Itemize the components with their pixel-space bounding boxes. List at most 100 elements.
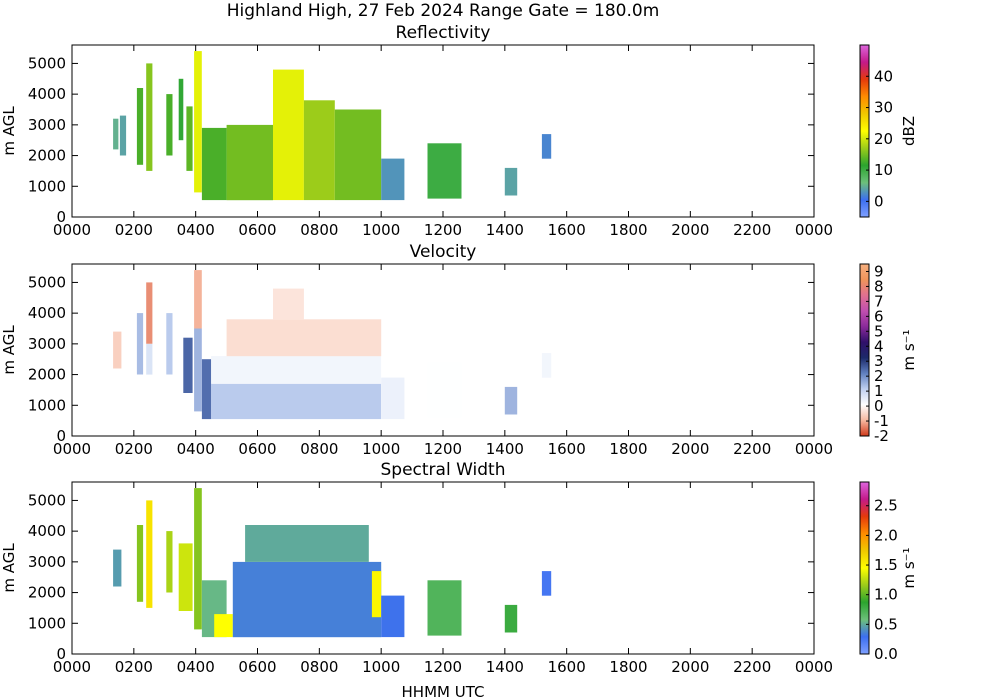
- data-cell: [178, 543, 193, 611]
- data-cell: [113, 118, 119, 150]
- x-tick-label: 0000: [53, 440, 91, 458]
- data-cell: [226, 124, 273, 201]
- data-cell: [427, 580, 462, 636]
- colorbar-tick-label: 2.5: [874, 497, 898, 515]
- data-cell: [136, 525, 144, 602]
- x-tick-label: 1600: [548, 440, 586, 458]
- data-cell: [303, 100, 335, 201]
- panel-title: Spectral Width: [381, 460, 506, 480]
- data-cell: [504, 604, 518, 633]
- x-tick-label: 1000: [362, 440, 400, 458]
- data-cell: [334, 109, 382, 201]
- data-cell: [136, 313, 144, 375]
- y-tick-label: 5000: [28, 491, 66, 509]
- y-axis-label: m AGL: [0, 543, 18, 593]
- y-tick-label: 3000: [28, 335, 66, 353]
- x-tick-label: 1200: [424, 221, 462, 239]
- data-cell: [166, 94, 173, 156]
- colorbar-tick-label: -2: [874, 427, 889, 445]
- colorbar-tick-label: 40: [874, 67, 893, 85]
- data-cell: [273, 288, 304, 320]
- colorbar-tick-label: 9: [874, 262, 884, 280]
- x-tick-label: 0600: [238, 440, 276, 458]
- y-tick-label: 4000: [28, 522, 66, 540]
- y-tick-label: 0: [56, 208, 66, 226]
- data-cell: [146, 63, 153, 171]
- x-tick-label: 1600: [548, 221, 586, 239]
- x-tick-label: 0400: [177, 221, 215, 239]
- x-tick-label: 2200: [733, 221, 771, 239]
- data-cell: [381, 158, 405, 201]
- panel-title: Reflectivity: [396, 23, 491, 43]
- colorbar-tick-label: 7: [874, 292, 884, 310]
- colorbar-tick-label: 2: [874, 367, 884, 385]
- x-tick-label: 1400: [486, 221, 524, 239]
- y-tick-label: 1000: [28, 396, 66, 414]
- data-cell: [226, 319, 382, 357]
- y-axis-label: m AGL: [0, 325, 18, 375]
- colorbar-tick-label: 6: [874, 307, 884, 325]
- data-cell: [146, 282, 153, 344]
- data-cell: [113, 331, 122, 369]
- data-cell: [504, 386, 518, 415]
- data-cell: [541, 134, 552, 159]
- data-cell: [194, 488, 202, 630]
- data-cell: [113, 549, 122, 587]
- y-tick-label: 1000: [28, 614, 66, 632]
- colorbar-tick-label: -1: [874, 412, 889, 430]
- colorbar: [859, 481, 870, 655]
- colorbar-label: m s⁻¹: [900, 329, 918, 370]
- colorbar-tick-label: 1: [874, 382, 884, 400]
- x-tick-label: 1400: [486, 658, 524, 676]
- data-cell: [146, 343, 153, 375]
- data-cell: [119, 115, 127, 156]
- panel-title: Velocity: [410, 242, 477, 262]
- x-tick-label: 1200: [424, 658, 462, 676]
- data-cell: [381, 377, 405, 420]
- data-cell: [245, 525, 369, 562]
- x-tick-label: 1800: [609, 440, 647, 458]
- data-cell: [201, 127, 227, 201]
- colorbar-tick-label: 10: [874, 161, 893, 179]
- data-cell: [371, 571, 382, 618]
- y-tick-label: 0: [56, 427, 66, 445]
- x-tick-label: 0600: [238, 221, 276, 239]
- data-cell: [427, 362, 462, 418]
- y-tick-label: 5000: [28, 273, 66, 291]
- x-tick-label: 1400: [486, 440, 524, 458]
- colorbar: [859, 44, 870, 218]
- data-cell: [427, 143, 462, 199]
- data-cell: [194, 328, 202, 412]
- panel-2: Spectral Width 0000 0200 0400 0600 0800 1000 12…: [0, 460, 918, 676]
- data-cell: [504, 167, 518, 196]
- y-tick-label: 4000: [28, 85, 66, 103]
- y-tick-label: 2000: [28, 584, 66, 602]
- colorbar-label: m s⁻¹: [900, 547, 918, 588]
- data-cell: [211, 383, 382, 420]
- x-tick-label: 1800: [609, 658, 647, 676]
- x-tick-label: 1600: [548, 658, 586, 676]
- x-tick-label: 0800: [300, 221, 338, 239]
- x-tick-label: 0600: [238, 658, 276, 676]
- x-tick-label: 2200: [733, 440, 771, 458]
- x-tick-label: 2000: [671, 221, 709, 239]
- y-tick-label: 1000: [28, 177, 66, 195]
- data-cell: [541, 571, 552, 596]
- data-cell: [541, 353, 552, 378]
- x-tick-label: 1000: [362, 658, 400, 676]
- x-tick-label: 0000: [795, 440, 833, 458]
- y-tick-label: 0: [56, 645, 66, 663]
- colorbar: [859, 263, 870, 437]
- x-tick-label: 1800: [609, 221, 647, 239]
- x-tick-label: 2200: [733, 658, 771, 676]
- data-cell: [194, 51, 202, 193]
- x-tick-label: 0000: [795, 658, 833, 676]
- x-tick-label: 0000: [53, 221, 91, 239]
- data-cell: [166, 531, 173, 593]
- x-tick-label: 0200: [115, 658, 153, 676]
- data-cell: [186, 106, 193, 171]
- data-cell: [211, 356, 382, 384]
